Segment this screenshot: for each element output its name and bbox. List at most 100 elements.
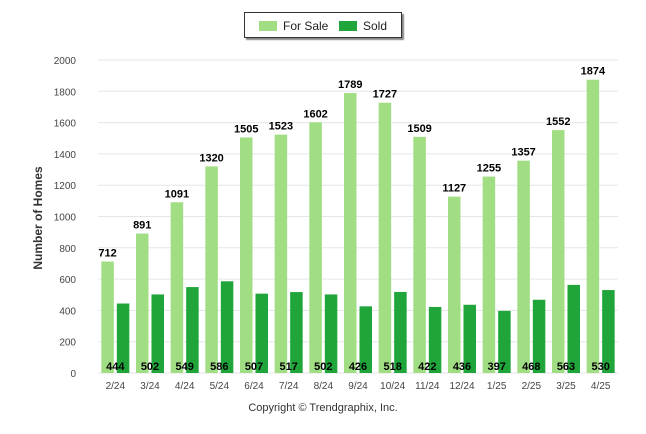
legend-label-sold: Sold [363,19,388,33]
bar-sold[interactable] [116,303,130,373]
bars [101,79,615,374]
data-label-sold: 436 [453,361,471,373]
data-label-sold: 426 [349,361,367,373]
bar-for-sale[interactable] [344,93,357,374]
data-label-for-sale: 1127 [442,183,466,195]
data-label-sold: 549 [175,361,193,373]
data-label-for-sale: 1552 [546,116,570,128]
data-label-sold: 397 [487,361,505,373]
x-tick-label: 11/24 [415,381,440,392]
bar-for-sale[interactable] [448,196,461,373]
bar-for-sale[interactable] [586,79,600,374]
data-label-sold: 563 [557,361,575,373]
bar-sold[interactable] [532,299,546,373]
data-label-for-sale: 1874 [581,66,606,78]
bar-for-sale[interactable] [378,102,392,374]
bar-for-sale[interactable] [205,166,218,373]
bar-for-sale[interactable] [517,160,530,373]
data-label-for-sale: 1523 [269,121,293,133]
bar-sold[interactable] [220,281,234,373]
y-tick-label: 1600 [54,119,77,130]
x-tick-label: 3/25 [556,381,576,392]
bar-sold[interactable] [567,284,581,373]
data-label-for-sale: 1505 [234,123,258,135]
copyright-credit: Copyright © Trendgraphix, Inc. [248,402,398,414]
data-label-for-sale: 891 [133,220,151,232]
x-tick-label: 10/24 [380,381,405,392]
bar-sold[interactable] [255,293,269,373]
x-axis-ticks: 2/24 3/24 4/24 5/24 6/24 7/24 8/24 9/24 10/24 11/… [106,381,611,392]
data-label-sold: 502 [141,361,159,373]
data-label-for-sale: 1357 [511,147,535,159]
bar-for-sale[interactable] [309,122,322,373]
bar-for-sale[interactable] [274,134,288,373]
y-tick-label: 1000 [54,213,77,224]
x-tick-label: 6/24 [244,381,264,392]
x-tick-label: 2/25 [522,381,542,392]
data-label-sold: 530 [591,361,609,373]
data-label-sold: 517 [279,361,297,373]
y-axis-title: Number of Homes [31,166,45,270]
data-label-sold: 422 [418,361,436,373]
data-label-sold: 507 [245,361,263,373]
bar-sold[interactable] [290,292,303,373]
legend-item-for-sale[interactable]: For Sale [259,19,329,33]
data-label-sold: 444 [106,361,125,373]
x-tick-label: 12/24 [449,381,474,392]
grid-lines [98,59,618,374]
legend-swatch-for-sale [259,21,277,31]
x-tick-label: 9/24 [348,381,368,392]
x-tick-label: 3/24 [140,381,160,392]
bar-for-sale[interactable] [101,261,114,373]
data-labels: 712 444 891 502 1091 549 1320 586 1505 507 1523 517… [98,66,609,373]
data-label-sold: 502 [314,361,332,373]
bar-sold[interactable] [151,294,165,373]
y-tick-label: 1200 [54,181,77,192]
data-label-for-sale: 1091 [165,188,189,200]
data-label-for-sale: 1602 [303,108,327,120]
bar-sold[interactable] [394,291,407,373]
bar-sold[interactable] [428,306,442,373]
bar-for-sale[interactable] [170,202,184,373]
data-label-for-sale: 712 [98,248,116,260]
bar-for-sale[interactable] [552,130,565,373]
bar-sold[interactable] [186,287,199,373]
bar-for-sale[interactable] [240,137,253,373]
x-tick-label: 4/24 [175,381,195,392]
data-label-for-sale: 1320 [199,152,223,164]
y-tick-label: 200 [59,338,76,349]
x-tick-label: 7/24 [279,381,299,392]
legend-label-for-sale: For Sale [283,19,329,33]
y-tick-label: 1800 [54,87,77,98]
bar-sold[interactable] [602,290,615,373]
data-label-sold: 468 [522,361,540,373]
legend: For Sale Sold [244,12,402,38]
x-tick-label: 1/25 [487,381,507,392]
y-axis-ticks: 0 200 400 600 800 1000 1200 1400 1600 1800 2000 [54,56,77,380]
y-tick-label: 0 [70,369,76,380]
x-tick-label: 2/24 [106,381,126,392]
data-label-for-sale: 1727 [373,89,397,101]
bar-sold[interactable] [498,310,511,373]
data-label-sold: 518 [383,361,401,373]
bar-for-sale[interactable] [136,233,149,373]
y-tick-label: 2000 [54,56,77,67]
bar-sold[interactable] [463,304,477,373]
bar-for-sale[interactable] [413,136,426,373]
legend-item-sold[interactable]: Sold [339,19,399,33]
y-tick-label: 1400 [54,150,77,161]
data-label-for-sale: 1789 [338,79,362,91]
y-tick-label: 800 [59,244,76,255]
x-tick-label: 8/24 [314,381,334,392]
bar-sold[interactable] [359,306,373,373]
legend-swatch-sold [339,21,357,31]
data-label-sold: 586 [210,361,228,373]
bar-for-sale[interactable] [482,176,496,373]
x-tick-label: 4/25 [591,381,611,392]
bar-sold[interactable] [324,294,338,373]
data-label-for-sale: 1255 [477,163,501,175]
data-label-for-sale: 1509 [407,123,431,135]
y-tick-label: 600 [59,275,76,286]
x-tick-label: 5/24 [210,381,230,392]
